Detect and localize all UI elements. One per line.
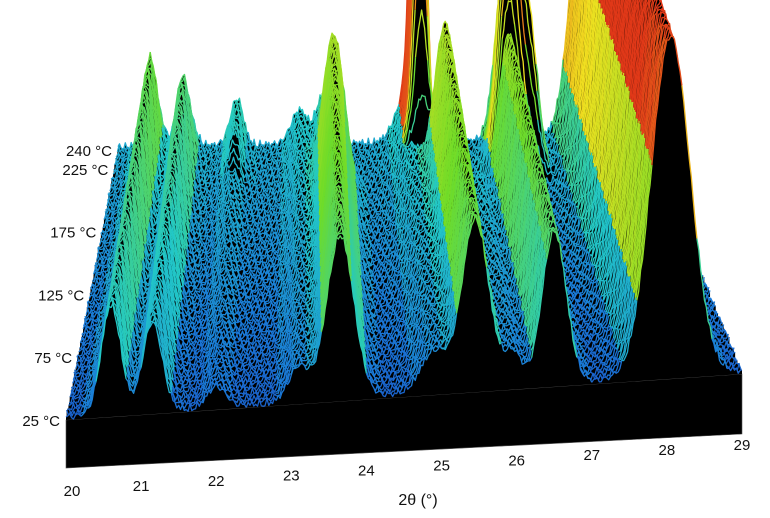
temperature-tick-labels: 25 °C 75 °C 125 °C 175 °C 225 °C 240 °C (22, 143, 112, 430)
x-tick-label: 21 (133, 478, 150, 495)
base-front (65, 373, 743, 469)
x-tick-label: 22 (208, 473, 225, 490)
temperature-tick-label: 175 °C (50, 225, 96, 242)
x-tick-label: 20 (64, 483, 81, 500)
x-tick-label: 23 (283, 468, 300, 485)
x-tick-label: 27 (583, 447, 600, 464)
temperature-tick-label: 25 °C (22, 413, 60, 430)
x-tick-label: 26 (508, 452, 525, 469)
temperature-trace (65, 35, 743, 421)
temperature-tick-label: 125 °C (38, 287, 84, 304)
x-tick-label: 28 (659, 442, 676, 459)
x-tick-label: 29 (734, 437, 751, 454)
x-tick-label: 25 (433, 457, 450, 474)
x-tick-labels: 20 21 22 23 24 25 26 27 28 29 (64, 437, 751, 500)
trace-group (65, 0, 743, 421)
temperature-tick-label: 240 °C (66, 143, 112, 160)
x-axis-label: 2θ (°) (398, 492, 437, 509)
temperature-tick-label: 75 °C (34, 350, 72, 367)
x-tick-label: 24 (358, 463, 375, 480)
temperature-tick-label: 225 °C (62, 162, 108, 179)
